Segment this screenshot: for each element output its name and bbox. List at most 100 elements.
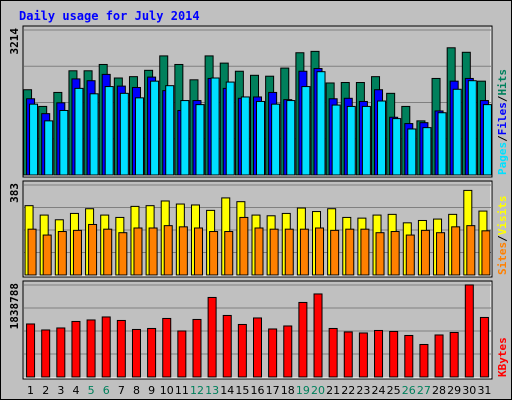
bar-kbytes-day-17 — [268, 328, 278, 378]
bar-kbytes-day-30 — [464, 284, 474, 378]
x-tick-day-24: 24 — [372, 384, 386, 397]
bar-sites-day-4 — [72, 229, 82, 276]
bar-kbytes-day-29 — [449, 331, 459, 378]
bar-kbytes-day-21 — [328, 327, 338, 378]
x-tick-day-27: 27 — [417, 384, 431, 397]
bar-kbytes-day-23 — [358, 332, 368, 378]
bar-pages-day-23 — [361, 105, 371, 176]
bar-pages-day-10 — [165, 85, 175, 176]
bar-kbytes-day-27 — [419, 343, 429, 378]
legend-pages: Pages — [496, 142, 509, 175]
bar-sites-day-26 — [405, 234, 415, 276]
bar-kbytes-day-24 — [374, 329, 384, 378]
bar-pages-day-7 — [119, 92, 129, 176]
x-tick-day-2: 2 — [42, 384, 49, 397]
x-tick-day-28: 28 — [432, 384, 446, 397]
bar-kbytes-day-28 — [434, 334, 444, 378]
x-tick-day-5: 5 — [88, 384, 95, 397]
bar-pages-day-30 — [467, 80, 477, 176]
bar-sites-day-28 — [436, 232, 446, 276]
bar-sites-day-31 — [481, 230, 491, 276]
bar-pages-day-15 — [240, 96, 250, 176]
legend-sep2: / — [496, 95, 509, 102]
bar-sites-day-6 — [103, 228, 113, 276]
x-tick-day-20: 20 — [311, 384, 325, 397]
bar-kbytes-day-6 — [101, 316, 111, 378]
bar-pages-day-3 — [59, 109, 69, 176]
bar-pages-day-1 — [29, 103, 39, 176]
x-tick-day-4: 4 — [72, 384, 79, 397]
bar-pages-day-28 — [437, 112, 447, 176]
legend-3: KBytes — [496, 337, 509, 377]
legend-files: Files — [496, 102, 509, 135]
bar-sites-day-17 — [269, 228, 279, 276]
bar-sites-day-21 — [330, 229, 340, 276]
bar-sites-day-14 — [224, 231, 234, 276]
bar-pages-day-4 — [74, 87, 84, 176]
legend-sep1: / — [496, 135, 509, 142]
bar-sites-day-24 — [375, 232, 385, 276]
chart-title: Daily usage for July 2014 — [19, 9, 200, 23]
x-tick-day-1: 1 — [27, 384, 34, 397]
x-tick-day-29: 29 — [447, 384, 461, 397]
x-tick-day-10: 10 — [160, 384, 174, 397]
bar-kbytes-day-10 — [162, 317, 172, 378]
y-max-label: 1838788 — [8, 283, 21, 329]
x-tick-day-11: 11 — [175, 384, 189, 397]
x-tick-day-25: 25 — [387, 384, 401, 397]
bar-sites-day-15 — [239, 216, 249, 276]
bar-kbytes-day-3 — [56, 327, 66, 378]
bar-sites-day-7 — [118, 232, 128, 276]
x-tick-day-16: 16 — [251, 384, 265, 397]
x-tick-day-15: 15 — [235, 384, 249, 397]
bar-pages-day-18 — [286, 100, 296, 176]
bar-pages-day-21 — [331, 104, 341, 176]
bar-kbytes-day-5 — [86, 319, 96, 378]
panel-3: 1838788 KBytes — [8, 280, 509, 380]
bar-kbytes-day-11 — [177, 330, 187, 378]
x-tick-day-14: 14 — [220, 384, 234, 397]
bar-pages-day-17 — [271, 103, 281, 176]
bar-kbytes-day-19 — [298, 301, 308, 378]
bar-kbytes-day-8 — [131, 328, 141, 378]
bar-sites-day-12 — [193, 227, 203, 276]
bar-pages-day-6 — [104, 86, 114, 176]
bar-pages-day-5 — [89, 93, 99, 176]
bar-pages-day-14 — [225, 81, 235, 176]
x-tick-day-13: 13 — [205, 384, 219, 397]
bar-pages-day-26 — [407, 128, 417, 176]
bar-kbytes-day-13 — [207, 296, 217, 378]
bar-pages-day-8 — [134, 97, 144, 176]
bar-sites-day-3 — [57, 231, 67, 276]
bar-pages-day-16 — [256, 100, 265, 176]
y-max-label: 383 — [8, 183, 21, 203]
bar-sites-day-2 — [42, 234, 52, 276]
x-tick-day-19: 19 — [296, 384, 310, 397]
bar-pages-day-29 — [452, 88, 462, 176]
x-tick-day-17: 17 — [266, 384, 280, 397]
bar-pages-day-9 — [150, 80, 160, 176]
x-tick-day-30: 30 — [462, 384, 476, 397]
x-axis-labels: 1 2 3 4 5 6 7 8 9 10 11 12 13 14 15 16 17 18 19 20 21 22 23 24 2… — [27, 384, 491, 397]
bar-pages-day-19 — [301, 86, 311, 176]
bar-kbytes-day-2 — [41, 329, 51, 378]
bar-sites-day-18 — [284, 228, 294, 276]
bar-sites-day-19 — [299, 228, 309, 276]
bar-kbytes-day-31 — [479, 316, 489, 378]
bar-sites-day-16 — [254, 227, 264, 276]
x-tick-day-22: 22 — [341, 384, 355, 397]
bar-sites-day-20 — [315, 227, 325, 276]
bar-pages-day-31 — [482, 104, 492, 176]
bar-kbytes-day-16 — [253, 317, 262, 378]
legend-sep1: / — [496, 235, 509, 242]
bar-pages-day-20 — [316, 71, 326, 176]
bar-sites-day-22 — [345, 228, 355, 276]
panel-2: 383 Sites/Visits — [8, 180, 509, 278]
legend-kbytes: KBytes — [496, 337, 509, 377]
bar-sites-day-13 — [209, 231, 219, 276]
bar-kbytes-day-22 — [343, 331, 353, 378]
bar-pages-day-13 — [210, 77, 220, 176]
x-tick-day-3: 3 — [57, 384, 64, 397]
